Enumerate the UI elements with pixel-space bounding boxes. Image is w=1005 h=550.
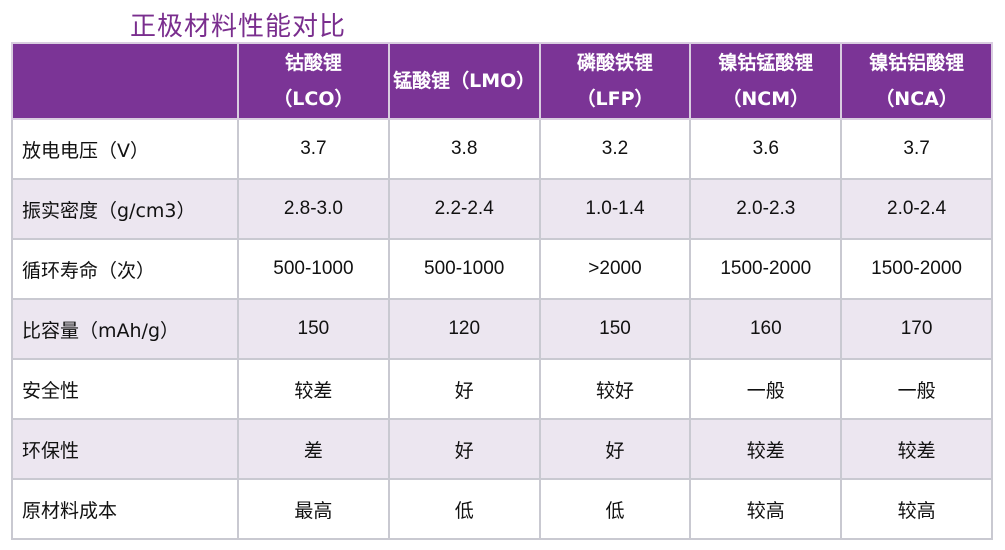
table-cell: 较差 <box>689 418 843 480</box>
header-name: 镍钴锰酸锂 <box>718 52 814 74</box>
row-label: 振实密度（g/cm3） <box>11 178 239 240</box>
table-cell: 低 <box>538 478 692 540</box>
table-cell: 好 <box>538 418 692 480</box>
table-cell: 170 <box>840 298 993 360</box>
header-cell-lco: 钴酸锂 （LCO） <box>237 42 390 120</box>
header-name: 镍钴铝酸锂 <box>869 52 965 74</box>
table-cell: 500-1000 <box>387 238 541 300</box>
table-cell: 较高 <box>840 478 993 540</box>
table-cell: 2.0-2.4 <box>840 178 993 240</box>
table-cell: 1500-2000 <box>840 238 993 300</box>
row-label: 原材料成本 <box>11 478 239 540</box>
table-cell: 500-1000 <box>237 238 390 300</box>
table-cell: 160 <box>689 298 843 360</box>
table-cell: 一般 <box>840 358 993 420</box>
table-cell: 1500-2000 <box>689 238 843 300</box>
table-cell: 3.7 <box>237 118 390 180</box>
table-cell: 2.0-2.3 <box>689 178 843 240</box>
table-row-material-cost: 原材料成本 最高 低 低 较高 较高 <box>11 478 993 540</box>
table-cell: 较好 <box>538 358 692 420</box>
row-label: 比容量（mAh/g） <box>11 298 239 360</box>
header-code: （NCA） <box>875 88 958 110</box>
header-row: 钴酸锂 （LCO） 锰酸锂（LMO） 磷酸铁锂 （LFP） 镍钴锰酸锂 （NCM… <box>11 42 993 120</box>
row-label: 循环寿命（次） <box>11 238 239 300</box>
table-cell: 2.2-2.4 <box>387 178 541 240</box>
table-row-cycle-life: 循环寿命（次） 500-1000 500-1000 >2000 1500-200… <box>11 238 993 300</box>
header-cell-lmo: 锰酸锂（LMO） <box>387 42 541 120</box>
header-code: （LFP） <box>576 88 654 110</box>
table-cell: 最高 <box>237 478 390 540</box>
header-code: （NCM） <box>722 88 810 110</box>
table-cell: 好 <box>387 358 541 420</box>
row-label: 安全性 <box>11 358 239 420</box>
table-cell: 1.0-1.4 <box>538 178 692 240</box>
table-cell: 较高 <box>689 478 843 540</box>
table-cell: 150 <box>237 298 390 360</box>
header-cell-lfp: 磷酸铁锂 （LFP） <box>538 42 692 120</box>
table-cell: 120 <box>387 298 541 360</box>
table-cell: 3.8 <box>387 118 541 180</box>
table-cell: 较差 <box>237 358 390 420</box>
comparison-table: 钴酸锂 （LCO） 锰酸锂（LMO） 磷酸铁锂 （LFP） 镍钴锰酸锂 （NCM… <box>11 42 993 540</box>
table-row-environmental: 环保性 差 好 好 较差 较差 <box>11 418 993 480</box>
header-code: （LCO） <box>273 88 354 110</box>
table-cell: >2000 <box>538 238 692 300</box>
table-cell: 150 <box>538 298 692 360</box>
table-row-specific-capacity: 比容量（mAh/g） 150 120 150 160 170 <box>11 298 993 360</box>
table-cell: 一般 <box>689 358 843 420</box>
header-name: 钴酸锂 <box>284 52 342 74</box>
table-row-tap-density: 振实密度（g/cm3） 2.8-3.0 2.2-2.4 1.0-1.4 2.0-… <box>11 178 993 240</box>
page-title: 正极材料性能对比 <box>130 12 347 42</box>
row-label: 环保性 <box>11 418 239 480</box>
table-cell: 好 <box>387 418 541 480</box>
table-cell: 较差 <box>840 418 993 480</box>
header-cell-ncm: 镍钴锰酸锂 （NCM） <box>689 42 843 120</box>
table-cell: 差 <box>237 418 390 480</box>
header-name: 锰酸锂（LMO） <box>393 70 536 92</box>
row-label: 放电电压（V） <box>11 118 239 180</box>
table-cell: 3.7 <box>840 118 993 180</box>
table-cell: 2.8-3.0 <box>237 178 390 240</box>
header-corner-cell <box>11 42 239 120</box>
table-cell: 低 <box>387 478 541 540</box>
header-cell-nca: 镍钴铝酸锂 （NCA） <box>840 42 993 120</box>
table-row-discharge-voltage: 放电电压（V） 3.7 3.8 3.2 3.6 3.7 <box>11 118 993 180</box>
table-cell: 3.2 <box>538 118 692 180</box>
table-cell: 3.6 <box>689 118 843 180</box>
header-name: 磷酸铁锂 <box>576 52 653 74</box>
table-row-safety: 安全性 较差 好 较好 一般 一般 <box>11 358 993 420</box>
